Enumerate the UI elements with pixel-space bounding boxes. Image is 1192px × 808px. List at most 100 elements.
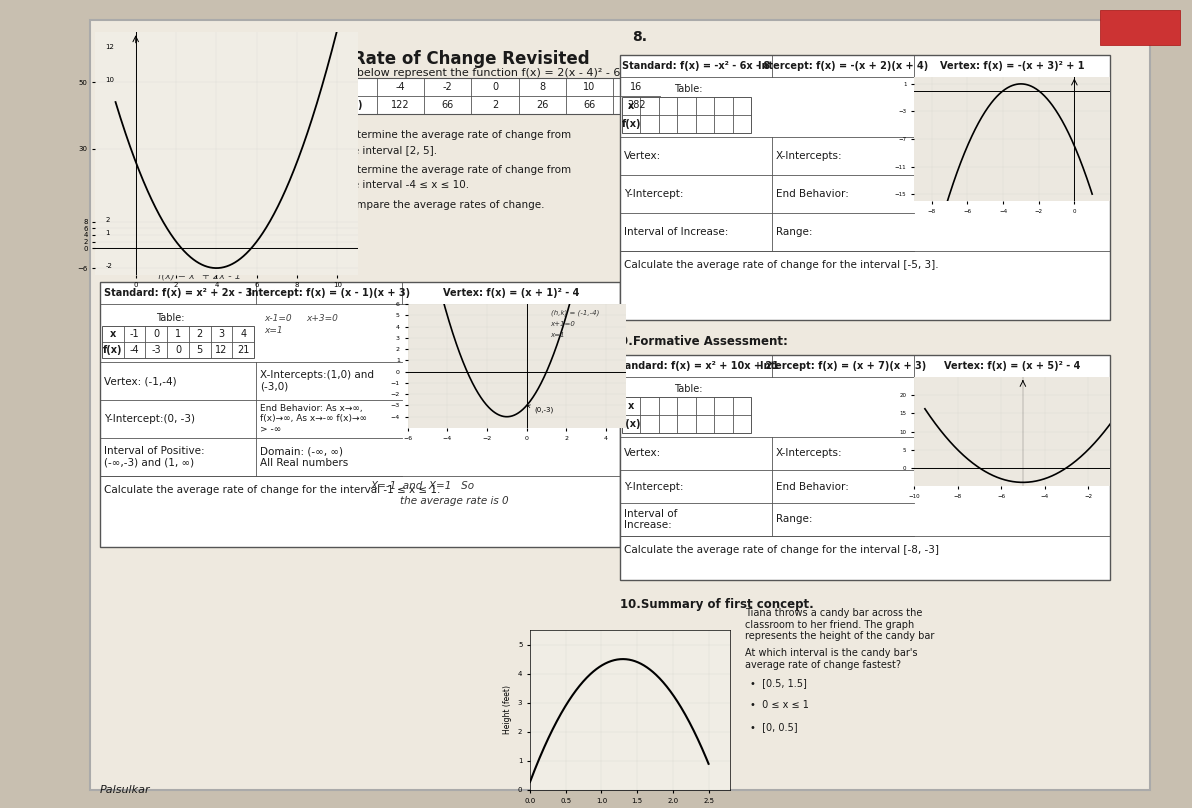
Bar bbox=[1100, 10, 1180, 45]
Text: -2: -2 bbox=[105, 263, 112, 269]
Text: 3: 3 bbox=[218, 329, 224, 339]
Text: Graph:: Graph: bbox=[921, 387, 955, 397]
Text: Calculate the average rate of change for the interval [-8, -3]: Calculate the average rate of change for… bbox=[623, 545, 939, 555]
Text: Table:: Table: bbox=[156, 313, 185, 323]
Text: X-Intercepts:: X-Intercepts: bbox=[776, 448, 843, 458]
Text: f(x): f(x) bbox=[343, 100, 364, 110]
Text: (0,-3): (0,-3) bbox=[527, 405, 554, 413]
Text: 10: 10 bbox=[583, 82, 596, 92]
Text: Range:: Range: bbox=[776, 227, 813, 237]
Text: x+3=0: x+3=0 bbox=[306, 314, 337, 323]
Text: Interval of
Increase:: Interval of Increase: bbox=[623, 509, 677, 530]
Text: 0: 0 bbox=[175, 345, 181, 355]
Text: End Behavior:: End Behavior: bbox=[776, 482, 849, 491]
Text: x-1=0: x-1=0 bbox=[263, 314, 292, 323]
Text: -4: -4 bbox=[130, 345, 139, 355]
Text: (h,k) = (-1,-4): (h,k) = (-1,-4) bbox=[551, 309, 598, 316]
Text: Standard: f(x) = -x² - 6x - 8: Standard: f(x) = -x² - 6x - 8 bbox=[622, 61, 770, 71]
Text: -4: -4 bbox=[396, 82, 405, 92]
Text: the average rate is 0: the average rate is 0 bbox=[401, 496, 509, 506]
Text: •  Compare the average rates of change.: • Compare the average rates of change. bbox=[330, 200, 545, 210]
Text: •  0 ≤ x ≤ 1: • 0 ≤ x ≤ 1 bbox=[750, 700, 809, 710]
Text: f(x): f(x) bbox=[621, 119, 641, 129]
Text: Table:: Table: bbox=[675, 384, 702, 394]
Text: Y-Intercept:: Y-Intercept: bbox=[623, 482, 683, 491]
Text: x: x bbox=[350, 82, 356, 92]
Text: 4: 4 bbox=[240, 329, 247, 339]
Text: •  [0.5, 1.5]: • [0.5, 1.5] bbox=[750, 678, 807, 688]
Text: x+1=0: x+1=0 bbox=[551, 321, 576, 327]
Text: f(x): f(x) bbox=[621, 419, 641, 429]
Text: •  Determine the average rate of change from: • Determine the average rate of change f… bbox=[330, 165, 571, 175]
Text: f(x) = x² + 2x - 1: f(x) = x² + 2x - 1 bbox=[159, 270, 242, 280]
Text: Y-Intercept:(0, -3): Y-Intercept:(0, -3) bbox=[104, 414, 195, 424]
Text: 26: 26 bbox=[536, 100, 548, 110]
Text: x=1: x=1 bbox=[551, 332, 565, 339]
Text: Calculate the average rate of change for the interval [-5, 3].: Calculate the average rate of change for… bbox=[623, 260, 938, 270]
Text: the interval [2, 5].: the interval [2, 5]. bbox=[342, 145, 437, 155]
Text: 2: 2 bbox=[197, 329, 203, 339]
Text: the interval -4 ≤ x ≤ 10.: the interval -4 ≤ x ≤ 10. bbox=[342, 180, 470, 190]
Text: 122: 122 bbox=[391, 100, 410, 110]
Text: Graph:: Graph: bbox=[921, 87, 955, 97]
Text: Vertex:: Vertex: bbox=[623, 448, 662, 458]
Text: 21: 21 bbox=[237, 345, 249, 355]
Text: X-Intercepts:: X-Intercepts: bbox=[776, 151, 843, 161]
Text: 9.Formative Assessment:: 9.Formative Assessment: bbox=[620, 335, 788, 348]
Text: Intercept: f(x) = -(x + 2)(x + 4): Intercept: f(x) = -(x + 2)(x + 4) bbox=[758, 61, 929, 71]
Text: -2: -2 bbox=[443, 82, 453, 92]
Text: Graph of function: Graph of function bbox=[157, 258, 243, 268]
Text: x: x bbox=[110, 329, 116, 339]
Text: -1: -1 bbox=[130, 329, 139, 339]
Text: Y-Intercept:: Y-Intercept: bbox=[623, 189, 683, 199]
Text: Vertex: f(x) = (x + 1)² - 4: Vertex: f(x) = (x + 1)² - 4 bbox=[442, 288, 579, 298]
Text: 2: 2 bbox=[105, 217, 110, 222]
Text: 8.: 8. bbox=[632, 30, 647, 44]
Text: f(x): f(x) bbox=[103, 345, 123, 355]
Text: Vertex:: Vertex: bbox=[623, 151, 662, 161]
Text: Standard: f(x) = x² + 10x + 21: Standard: f(x) = x² + 10x + 21 bbox=[613, 361, 778, 371]
Text: x: x bbox=[628, 101, 634, 111]
Text: Table:: Table: bbox=[675, 84, 702, 94]
Text: 12: 12 bbox=[105, 44, 114, 50]
Text: Interval of Positive:
(-∞,-3) and (1, ∞): Interval of Positive: (-∞,-3) and (1, ∞) bbox=[104, 446, 205, 468]
Bar bbox=[100, 282, 620, 547]
Text: Standard: f(x) = x² + 2x - 3: Standard: f(x) = x² + 2x - 3 bbox=[104, 288, 253, 298]
Text: Calculate the average rate of change for the interval -1 ≤ x ≤ 1.: Calculate the average rate of change for… bbox=[104, 485, 440, 495]
Text: 282: 282 bbox=[627, 100, 646, 110]
Bar bbox=[91, 20, 1150, 790]
Bar bbox=[622, 97, 751, 133]
Text: 66: 66 bbox=[442, 100, 454, 110]
Y-axis label: Height (feet): Height (feet) bbox=[503, 685, 513, 734]
Text: Range:: Range: bbox=[776, 515, 813, 524]
Bar bbox=[330, 78, 660, 114]
Text: 10.Summary of first concept.: 10.Summary of first concept. bbox=[620, 598, 814, 611]
Text: Interval of Increase:: Interval of Increase: bbox=[623, 227, 728, 237]
Text: Intercept: f(x) = (x + 7)(x + 3): Intercept: f(x) = (x + 7)(x + 3) bbox=[759, 361, 926, 371]
Text: At which interval is the candy bar's
average rate of change fastest?: At which interval is the candy bar's ave… bbox=[745, 648, 918, 670]
Bar bbox=[620, 355, 1110, 580]
Text: •  Determine the average rate of change from: • Determine the average rate of change f… bbox=[330, 130, 571, 140]
Text: 1: 1 bbox=[105, 229, 110, 236]
Text: Vertex: f(x) = -(x + 3)² + 1: Vertex: f(x) = -(x + 3)² + 1 bbox=[939, 61, 1085, 71]
Text: Vertex: (-1,-4): Vertex: (-1,-4) bbox=[104, 376, 176, 386]
Text: 0: 0 bbox=[154, 329, 160, 339]
Text: 2: 2 bbox=[492, 100, 498, 110]
Text: Intercept: f(x) = (x - 1)(x + 3): Intercept: f(x) = (x - 1)(x + 3) bbox=[248, 288, 410, 298]
Text: 8: 8 bbox=[539, 82, 545, 92]
Bar bbox=[622, 397, 751, 433]
Text: X-Intercepts:(1,0) and
(-3,0): X-Intercepts:(1,0) and (-3,0) bbox=[260, 370, 374, 392]
Text: 1: 1 bbox=[175, 329, 181, 339]
Text: Domain: (-∞, ∞)
All Real numbers: Domain: (-∞, ∞) All Real numbers bbox=[260, 446, 348, 468]
Text: •  [0, 0.5]: • [0, 0.5] bbox=[750, 722, 797, 732]
Text: x=1: x=1 bbox=[263, 326, 283, 335]
Text: 5: 5 bbox=[197, 345, 203, 355]
Text: Vertex: f(x) = (x + 5)² - 4: Vertex: f(x) = (x + 5)² - 4 bbox=[944, 361, 1080, 371]
Text: 0: 0 bbox=[492, 82, 498, 92]
Text: 7.: 7. bbox=[100, 255, 113, 268]
Text: -3: -3 bbox=[151, 345, 161, 355]
Text: Average Rate of Change Revisited: Average Rate of Change Revisited bbox=[271, 50, 590, 68]
Text: 66: 66 bbox=[583, 100, 596, 110]
Text: 12: 12 bbox=[216, 345, 228, 355]
Text: The graph and table below represent the function f(x) = 2(x - 4)² - 6: The graph and table below represent the … bbox=[240, 68, 620, 78]
